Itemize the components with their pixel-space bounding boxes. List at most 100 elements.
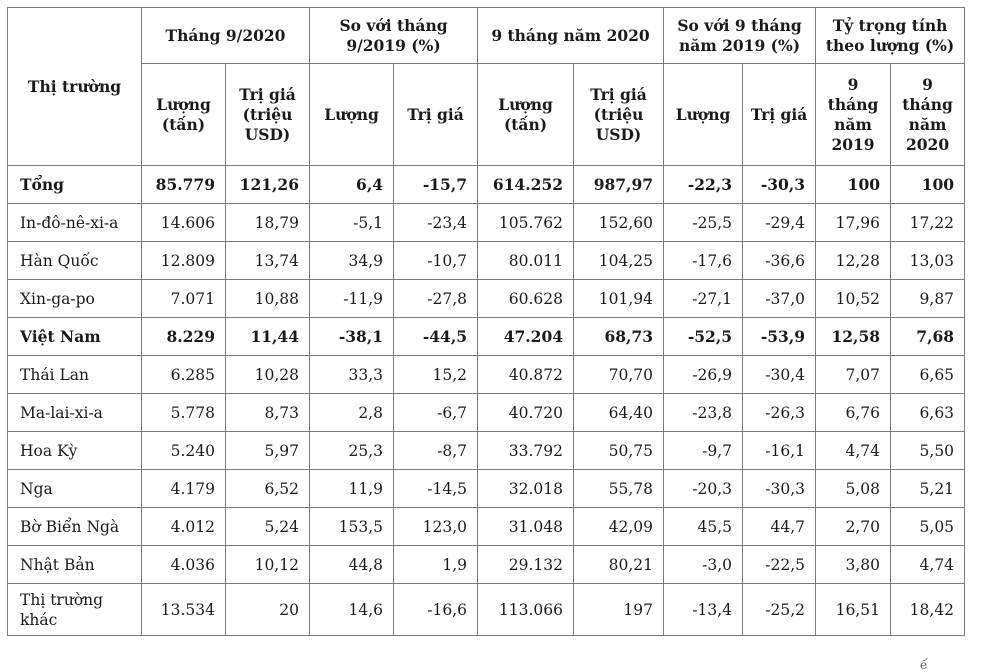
value-cell: 614.252 [477,165,575,204]
value-cell: -44,5 [392,317,479,356]
value-cell: -10,7 [392,241,479,280]
table-row: Xin-ga-po 7.071 10,88 -11,9 -27,8 60.628 101,9… [7,279,966,318]
table-row: Ma-lai-xi-a 5.778 8,73 2,8 -6,7 40.720 64,40 -2… [7,393,966,432]
value-cell: -15,7 [392,165,479,204]
value-cell: 44,8 [309,545,394,584]
value-cell: 5,50 [890,431,966,470]
value-cell: 25,3 [309,431,394,470]
value-cell: 5.240 [141,431,226,470]
value-cell: 3,80 [815,545,892,584]
value-cell: -23,4 [392,203,479,242]
value-cell: 7,68 [890,317,966,356]
value-cell: 12.809 [141,241,226,280]
header-group-9-months-2020: 9 tháng năm 2020 [477,7,665,64]
table-row: Việt Nam 8.229 11,44 -38,1 -44,5 47.204 68,73-… [7,317,966,356]
value-cell: 5,97 [225,431,310,470]
value-cell: 29.132 [477,545,575,584]
header-group-sep-2020: Tháng 9/2020 [141,7,310,64]
value-cell: 987,97 [573,165,665,204]
value-cell: 10,52 [815,279,892,318]
value-cell: -27,8 [392,279,479,318]
value-cell: 68,73 [573,317,665,356]
market-name-cell: Ma-lai-xi-a [7,393,142,432]
value-cell: -3,0 [663,545,744,584]
value-cell: 8.229 [141,317,226,356]
table-row: Thị trường khác 13.534 20 14,6 -16,6 113.066 1… [7,583,966,636]
value-cell: 32.018 [477,469,575,508]
value-cell: 5.778 [141,393,226,432]
market-name-cell: Thị trường khác [7,583,142,636]
header-row-groups: Thị trường Tháng 9/2020 So với tháng 9/2… [7,7,966,166]
value-cell: -22,3 [663,165,744,204]
value-cell: -53,9 [742,317,817,356]
value-cell: 4.012 [141,507,226,546]
subheader-volume-tons: Lượng (tấn) [141,63,226,166]
value-cell: -9,7 [663,431,744,470]
table-row: Thái Lan 6.285 10,28 33,3 15,2 40.872 70,70 -26… [7,355,966,394]
table-row: Tổng 85.779 121,26 6,4 -15,7 614.252 987,97 -22… [7,165,966,204]
value-cell: 104,25 [573,241,665,280]
table-body: Tổng 85.779 121,26 6,4 -15,7 614.252 987,97 -22… [7,165,966,636]
value-cell: 18,42 [890,583,966,636]
value-cell: 64,40 [573,393,665,432]
subheader-value-musd: Trị giá (triệu USD) [225,63,310,166]
value-cell: 10,88 [225,279,310,318]
value-cell: 5,24 [225,507,310,546]
value-cell: -30,4 [742,355,817,394]
value-cell: 12,58 [815,317,892,356]
value-cell: 70,70 [573,355,665,394]
value-cell: -38,1 [309,317,394,356]
subheader-value: Trị giá [742,63,817,166]
value-cell: -20,3 [663,469,744,508]
market-name-cell: In-đô-nê-xi-a [7,203,142,242]
subheader-9-months-2020: 9 tháng năm 2020 [890,63,966,166]
value-cell: 5,08 [815,469,892,508]
value-cell: -5,1 [309,203,394,242]
market-name-cell: Thái Lan [7,355,142,394]
value-cell: 4.179 [141,469,226,508]
value-cell: 20 [225,583,310,636]
value-cell: 9,87 [890,279,966,318]
value-cell: -22,5 [742,545,817,584]
table-row: Hoa Kỳ 5.240 5,97 25,3 -8,7 33.792 50,75 -9,7 -1… [7,431,966,470]
value-cell: -11,9 [309,279,394,318]
market-name-cell: Việt Nam [7,317,142,356]
value-cell: -37,0 [742,279,817,318]
header-group-share-by-volume: Tỷ trọng tính theo lượng (%) [815,7,966,64]
value-cell: 6,65 [890,355,966,394]
value-cell: 17,96 [815,203,892,242]
value-cell: 18,79 [225,203,310,242]
market-name-cell: Hàn Quốc [7,241,142,280]
header-market: Thị trường [7,7,142,166]
value-cell: 31.048 [477,507,575,546]
value-cell: 197 [573,583,665,636]
value-cell: 14,6 [309,583,394,636]
value-cell: -25,5 [663,203,744,242]
value-cell: 100 [815,165,892,204]
value-cell: 45,5 [663,507,744,546]
value-cell: 5,21 [890,469,966,508]
value-cell: 44,7 [742,507,817,546]
value-cell: 7.071 [141,279,226,318]
value-cell: 47.204 [477,317,575,356]
value-cell: -29,4 [742,203,817,242]
subheader-value: Trị giá [392,63,479,166]
market-name-cell: Xin-ga-po [7,279,142,318]
value-cell: -25,2 [742,583,817,636]
market-data-table: Thị trường Tháng 9/2020 So với tháng 9/2… [7,7,966,636]
header-group-vs-sep-2019: So với tháng 9/2019 (%) [308,7,479,64]
subheader-9-months-2019: 9 tháng năm 2019 [815,63,892,166]
value-cell: 6,4 [309,165,394,204]
value-cell: -8,7 [392,431,479,470]
value-cell: 8,73 [225,393,310,432]
value-cell: 80.011 [477,241,575,280]
value-cell: 11,9 [309,469,394,508]
value-cell: -30,3 [742,469,817,508]
value-cell: 100 [890,165,966,204]
value-cell: 85.779 [141,165,226,204]
value-cell: 15,2 [392,355,479,394]
value-cell: 153,5 [309,507,394,546]
value-cell: -23,8 [663,393,744,432]
value-cell: 2,8 [309,393,394,432]
table-row: Bờ Biển Ngà 4.012 5,24 153,5 123,0 31.048 42,0… [7,507,966,546]
